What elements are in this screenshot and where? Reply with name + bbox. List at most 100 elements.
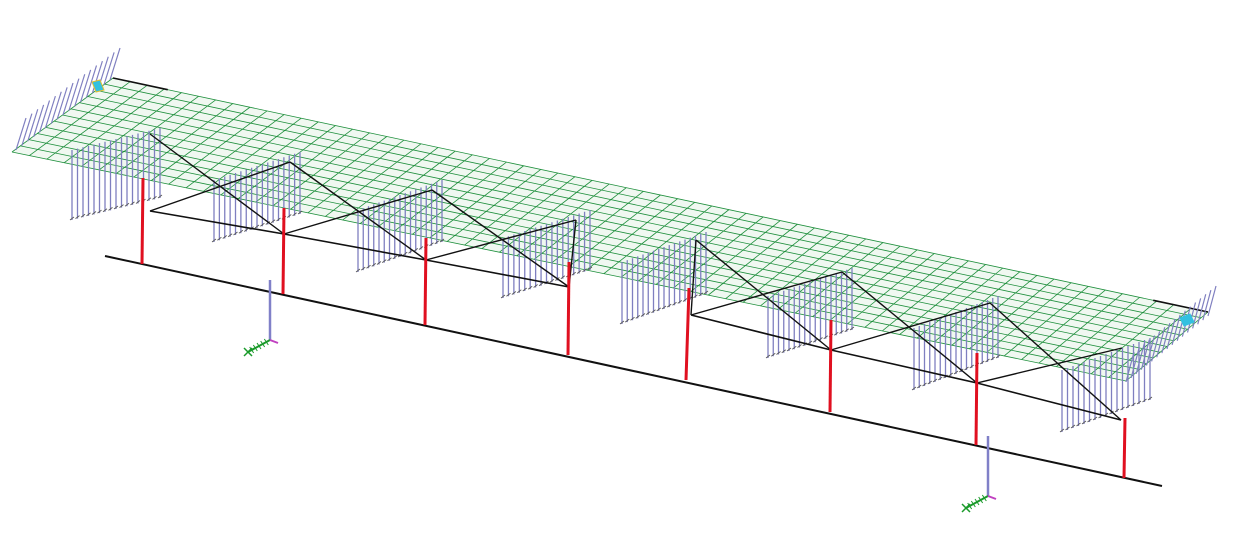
load-arrow	[1151, 331, 1161, 362]
load-tick	[361, 266, 366, 271]
load-tick	[292, 212, 297, 217]
axis-x-tick	[252, 344, 258, 352]
mesh-line	[104, 83, 1202, 319]
load-tick	[1147, 396, 1153, 401]
mesh-line	[87, 96, 1188, 330]
load-arrow	[1176, 310, 1186, 341]
load-tick	[1109, 410, 1114, 415]
load-arrow	[44, 95, 56, 129]
load-tick	[1076, 422, 1081, 427]
load-tick	[792, 345, 797, 350]
load-tick	[667, 303, 672, 308]
axis-x-tick	[256, 342, 262, 350]
load-arrow	[33, 104, 45, 138]
bottom-chord	[976, 382, 1122, 421]
column	[566, 261, 571, 356]
load-tick	[227, 233, 233, 238]
load-tick	[80, 213, 86, 218]
load-tick	[517, 289, 522, 294]
load-tick	[297, 210, 303, 215]
load-tick	[834, 331, 839, 336]
diagonal-brace	[431, 189, 570, 288]
mesh-line	[112, 77, 1209, 313]
end-support-icon	[91, 79, 105, 93]
load-tick	[571, 271, 576, 276]
load-tick	[672, 301, 677, 306]
axis-x-tick	[981, 494, 987, 502]
load-arrow	[68, 78, 80, 111]
deck-edge	[112, 77, 168, 91]
load-arrow	[1197, 294, 1207, 325]
load-arrow	[103, 52, 115, 85]
mesh-line	[96, 89, 1195, 324]
load-tick	[418, 246, 424, 250]
diagonal-brace	[283, 189, 433, 235]
load-arrow	[1161, 322, 1171, 354]
load-tick	[619, 320, 625, 325]
diagonal-brace	[149, 133, 285, 235]
load-tick	[656, 307, 661, 312]
mesh-line	[20, 145, 1133, 376]
load-tick	[429, 242, 434, 247]
load-arrow	[27, 109, 39, 142]
load-tick	[927, 380, 932, 385]
load-arrow	[109, 47, 121, 81]
load-tick	[587, 266, 593, 271]
load-tick	[522, 287, 527, 292]
load-tick	[233, 231, 238, 236]
load-tick	[953, 370, 959, 375]
column	[140, 177, 145, 265]
load-tick	[355, 268, 361, 273]
column	[974, 352, 979, 446]
bottom-chord	[283, 233, 427, 261]
ground-line	[104, 255, 1163, 487]
load-tick	[839, 330, 844, 334]
load-tick	[576, 270, 582, 274]
load-tick	[549, 278, 555, 283]
load-tick	[807, 340, 813, 345]
load-tick	[630, 316, 635, 321]
load-tick	[1125, 404, 1131, 409]
load-tick	[1059, 428, 1065, 433]
load-arrow	[1171, 314, 1181, 346]
load-tick	[682, 298, 688, 302]
load-tick	[786, 347, 792, 352]
axis-triad-icon	[243, 280, 279, 357]
load-arrow	[74, 74, 86, 107]
load-tick	[582, 268, 587, 273]
load-tick	[382, 259, 387, 263]
diagonal-brace	[289, 161, 427, 261]
load-tick	[408, 249, 413, 254]
load-tick	[511, 291, 517, 295]
load-tick	[651, 309, 656, 314]
load-arrow	[1145, 335, 1156, 366]
axis-x-label-stroke	[243, 347, 253, 357]
load-tick	[244, 228, 249, 232]
load-tick	[849, 326, 855, 331]
end-support-icon	[1179, 313, 1195, 327]
bottom-chord	[425, 259, 570, 288]
column	[423, 237, 428, 326]
bottom-chord	[690, 314, 832, 351]
load-tick	[771, 352, 776, 357]
load-arrow	[1156, 327, 1166, 358]
load-tick	[703, 290, 709, 295]
load-tick	[254, 224, 260, 229]
load-tick	[217, 236, 222, 241]
load-tick	[124, 202, 130, 207]
load-tick	[260, 222, 265, 227]
mesh-line	[45, 126, 1154, 359]
load-tick	[366, 264, 371, 269]
column	[1122, 417, 1127, 479]
load-tick	[135, 200, 141, 204]
load-tick	[270, 219, 276, 224]
load-tick	[119, 204, 124, 208]
load-tick	[625, 318, 630, 323]
axis-x-tick	[263, 338, 269, 346]
load-tick	[646, 311, 651, 315]
load-tick	[527, 285, 533, 290]
load-tick	[146, 197, 152, 202]
load-tick	[823, 335, 828, 340]
